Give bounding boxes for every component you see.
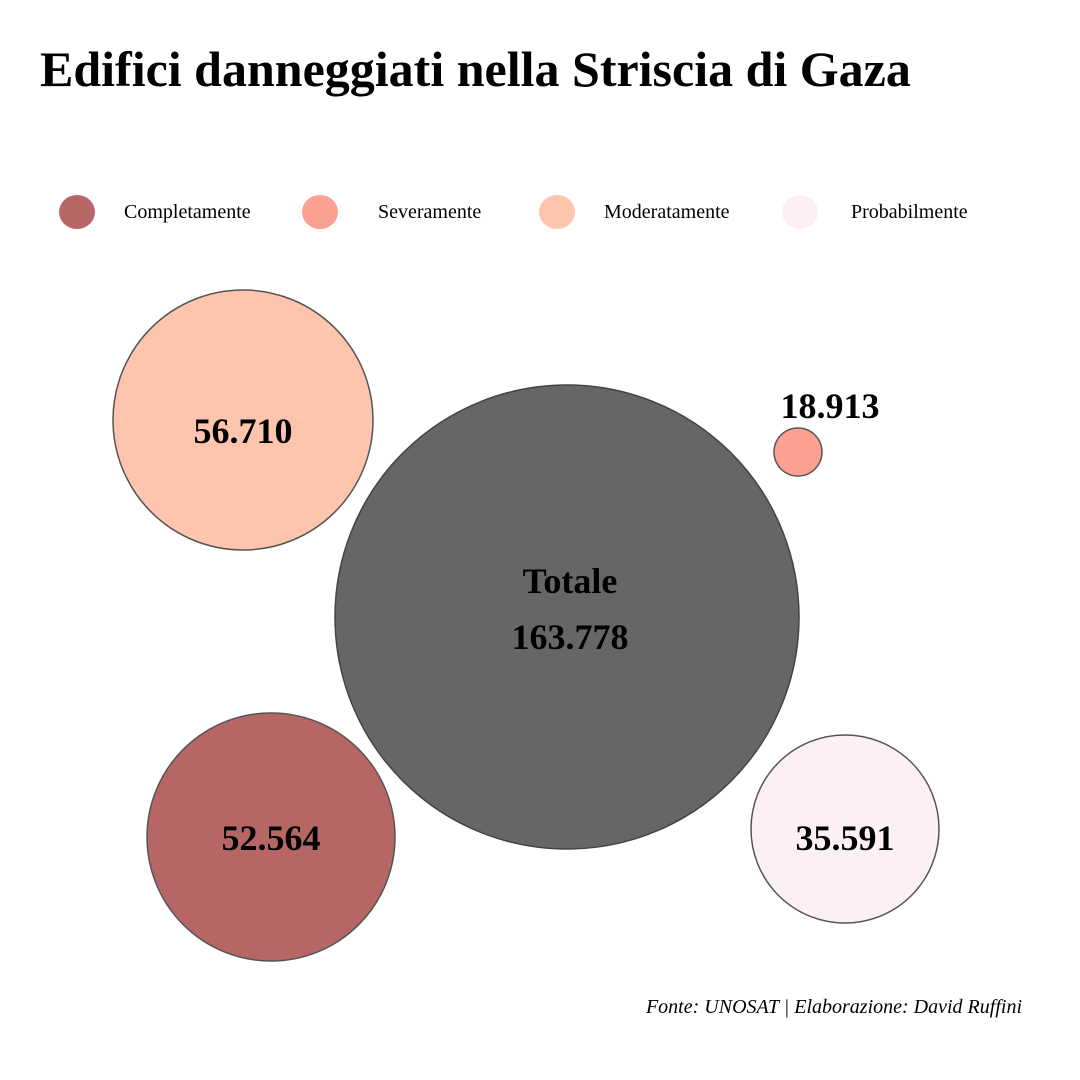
value-label-moderatamente: 56.710 [194, 411, 293, 451]
chart-caption: Fonte: UNOSAT | Elaborazione: David Ruff… [645, 996, 1022, 1018]
legend-swatch-moderatamente [539, 195, 575, 229]
label-totale-value: 163.778 [512, 617, 629, 657]
bubble-moderatamente [112, 289, 374, 551]
legend-swatch-severamente [302, 195, 338, 229]
legend-label-moderatamente: Moderatamente [604, 201, 730, 223]
bubble-completamente [146, 712, 396, 962]
legend-swatch-completamente [59, 195, 95, 229]
value-label-severamente: 18.913 [781, 386, 880, 426]
bubble-severamente [773, 427, 823, 477]
legend-label-completamente: Completamente [124, 201, 251, 223]
bubble-probabilmente [750, 734, 940, 924]
label-totale: Totale [523, 561, 618, 601]
bubble-totale [334, 384, 800, 850]
legend-label-severamente: Severamente [378, 201, 481, 223]
legend-swatch-probabilmente [782, 195, 818, 229]
value-label-completamente: 52.564 [222, 818, 321, 858]
value-label-probabilmente: 35.591 [796, 818, 895, 858]
chart-title: Edifici danneggiati nella Striscia di Ga… [40, 41, 911, 97]
legend-label-probabilmente: Probabilmente [851, 201, 968, 223]
